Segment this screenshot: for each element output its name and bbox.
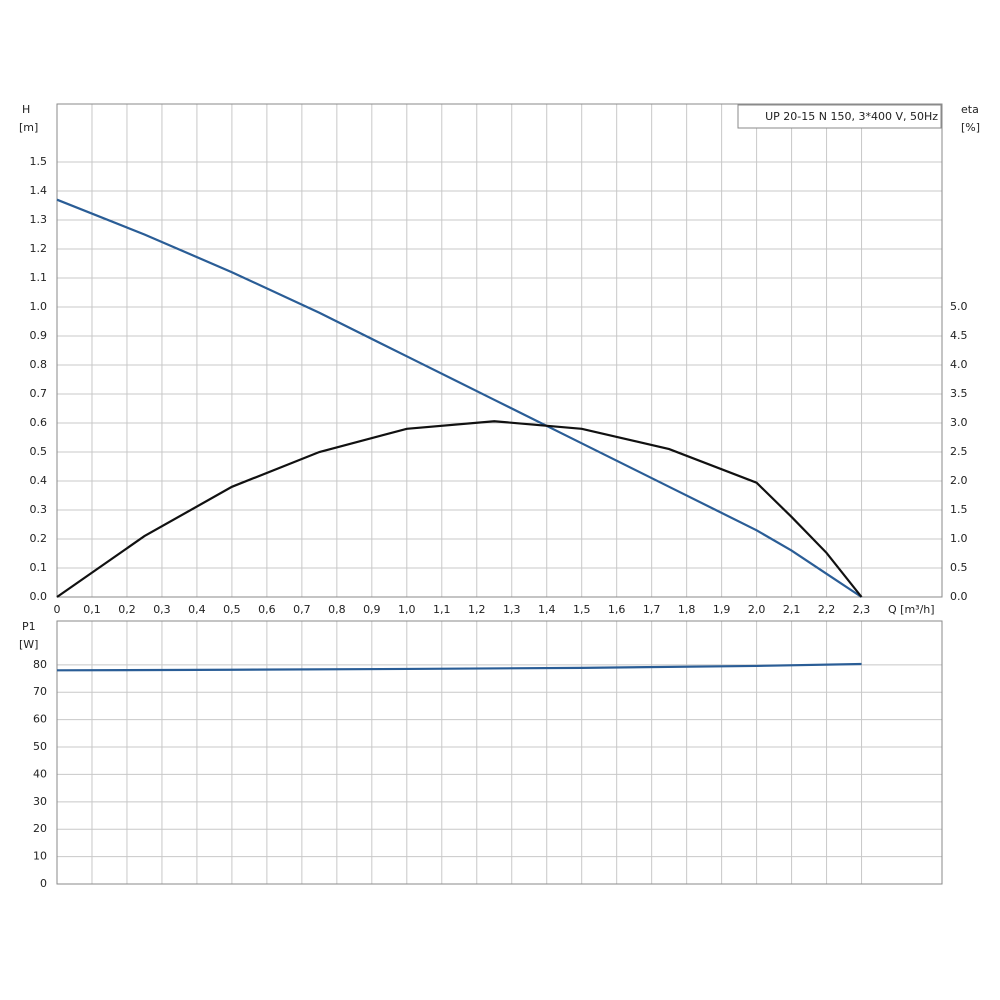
y-tick-label: 40 <box>33 767 47 780</box>
x-tick-label: 0 <box>54 603 61 616</box>
y-tick-label: 0.1 <box>30 561 48 574</box>
y-axis-label: H <box>22 103 30 116</box>
y-axis-label: P1 <box>22 620 36 633</box>
x-tick-label: 0,7 <box>293 603 311 616</box>
y-tick-label: 0.4 <box>30 474 48 487</box>
y2-axis-label: eta <box>961 103 979 116</box>
plot-frame <box>56 103 943 598</box>
y-tick-label: 0.8 <box>30 358 48 371</box>
y-axis-unit: [m] <box>19 121 38 134</box>
x-tick-label: 0,5 <box>223 603 241 616</box>
curve <box>56 198 863 598</box>
y-tick-label: 0.9 <box>30 329 48 342</box>
y-tick-label: 0 <box>40 877 47 890</box>
y2-tick-label: 0.0 <box>950 590 968 603</box>
x-tick-label: 1,0 <box>398 603 416 616</box>
y-tick-label: 60 <box>33 713 47 726</box>
y-tick-label: 50 <box>33 740 47 753</box>
x-tick-label: 1,6 <box>608 603 626 616</box>
x-tick-label: 0,4 <box>188 603 206 616</box>
y2-tick-label: 0.5 <box>950 561 968 574</box>
y-tick-label: 0.6 <box>30 416 48 429</box>
x-tick-label: 2,1 <box>783 603 801 616</box>
curve <box>56 420 863 598</box>
y2-tick-label: 2.0 <box>950 474 968 487</box>
y-tick-label: 80 <box>33 658 47 671</box>
x-tick-label: 1,3 <box>503 603 521 616</box>
y-tick-label: 0.5 <box>30 445 48 458</box>
y2-tick-label: 3.0 <box>950 416 968 429</box>
x-tick-label: 0,3 <box>153 603 171 616</box>
y-tick-label: 1.0 <box>30 300 48 313</box>
y2-tick-label: 4.5 <box>950 329 968 342</box>
y2-tick-label: 2.5 <box>950 445 968 458</box>
y2-tick-label: 1.0 <box>950 532 968 545</box>
x-tick-label: 1,5 <box>573 603 591 616</box>
y-axis-unit: [W] <box>19 638 38 651</box>
y-tick-label: 0.2 <box>30 532 48 545</box>
y-tick-label: 1.1 <box>30 271 48 284</box>
y-tick-label: 1.2 <box>30 242 48 255</box>
x-tick-label: 1,4 <box>538 603 556 616</box>
x-tick-label: 0,6 <box>258 603 276 616</box>
title-box <box>737 104 942 129</box>
x-tick-label: 2,2 <box>818 603 836 616</box>
x-tick-label: 1,8 <box>678 603 696 616</box>
y-tick-label: 20 <box>33 822 47 835</box>
y2-tick-label: 3.5 <box>950 387 968 400</box>
chart-title: UP 20-15 N 150, 3*400 V, 50Hz <box>765 110 938 123</box>
y-tick-label: 10 <box>33 850 47 863</box>
x-tick-label: 0,2 <box>118 603 136 616</box>
y-tick-label: 1.5 <box>30 155 48 168</box>
x-tick-label: 1,1 <box>433 603 451 616</box>
x-tick-label: 0,9 <box>363 603 381 616</box>
y2-axis-unit: [%] <box>961 121 980 134</box>
x-tick-label: 0,8 <box>328 603 346 616</box>
x-axis-label: Q [m³/h] <box>888 603 935 616</box>
y-tick-label: 1.3 <box>30 213 48 226</box>
y-tick-label: 1.4 <box>30 184 48 197</box>
y2-tick-label: 5.0 <box>950 300 968 313</box>
curve <box>56 662 862 672</box>
x-tick-label: 1,2 <box>468 603 486 616</box>
y-tick-label: 30 <box>33 795 47 808</box>
y2-tick-label: 4.0 <box>950 358 968 371</box>
y-tick-label: 70 <box>33 685 47 698</box>
x-tick-label: 2,0 <box>748 603 766 616</box>
x-tick-label: 1,7 <box>643 603 661 616</box>
x-tick-label: 2,3 <box>853 603 871 616</box>
x-tick-label: 0,1 <box>83 603 101 616</box>
x-tick-label: 1,9 <box>713 603 731 616</box>
plot-frame <box>56 620 943 885</box>
y2-tick-label: 1.5 <box>950 503 968 516</box>
y-tick-label: 0.7 <box>30 387 48 400</box>
y-tick-label: 0.0 <box>30 590 48 603</box>
y-tick-label: 0.3 <box>30 503 48 516</box>
